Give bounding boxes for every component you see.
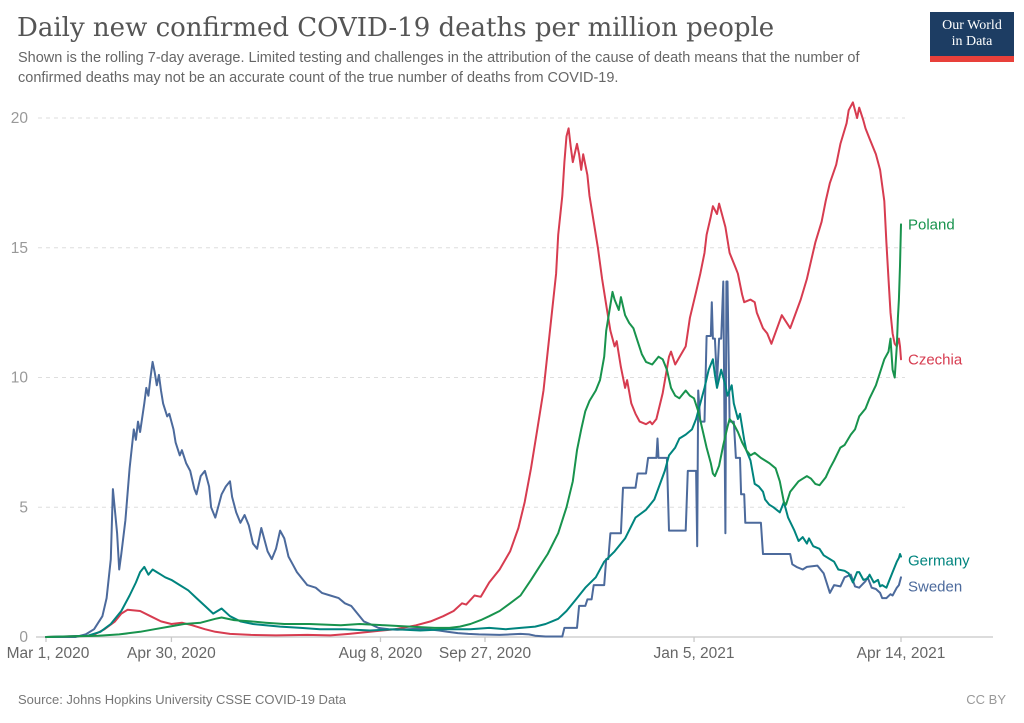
page-title: Daily new confirmed COVID-19 deaths per …	[17, 13, 775, 43]
series-line-sweden[interactable]	[45, 280, 902, 638]
y-tick-label-20: 20	[11, 110, 29, 127]
series-line-czechia[interactable]	[45, 101, 902, 638]
x-tick-label: Sep 27, 2020	[439, 645, 532, 662]
x-tick-label: Aug 8, 2020	[339, 645, 423, 662]
x-tick-label: Jan 5, 2021	[654, 645, 735, 662]
owid-logo-line1: Our World	[942, 17, 1002, 33]
series-line-germany[interactable]	[45, 358, 902, 638]
series-line-poland[interactable]	[45, 223, 902, 638]
license-link[interactable]: CC BY	[966, 692, 1006, 707]
owid-logo[interactable]: Our World in Data	[930, 12, 1014, 62]
series-label-sweden: Sweden	[908, 578, 962, 595]
x-tick-label: Mar 1, 2020	[7, 645, 90, 662]
y-tick-label-5: 5	[19, 499, 28, 516]
y-tick-label-0: 0	[19, 629, 28, 646]
source-citation[interactable]: Source: Johns Hopkins University CSSE CO…	[18, 692, 347, 707]
series-label-poland: Poland	[908, 216, 955, 233]
y-tick-label-15: 15	[11, 240, 28, 257]
y-tick-label-10: 10	[11, 370, 29, 387]
series-label-germany: Germany	[908, 553, 970, 570]
owid-logo-line2: in Data	[951, 34, 993, 49]
x-tick-label: Apr 14, 2021	[857, 645, 946, 662]
chart-subtitle: Shown is the rolling 7-day average. Limi…	[18, 50, 860, 86]
series-label-czechia: Czechia	[908, 351, 963, 368]
x-tick-label: Apr 30, 2020	[127, 645, 216, 662]
